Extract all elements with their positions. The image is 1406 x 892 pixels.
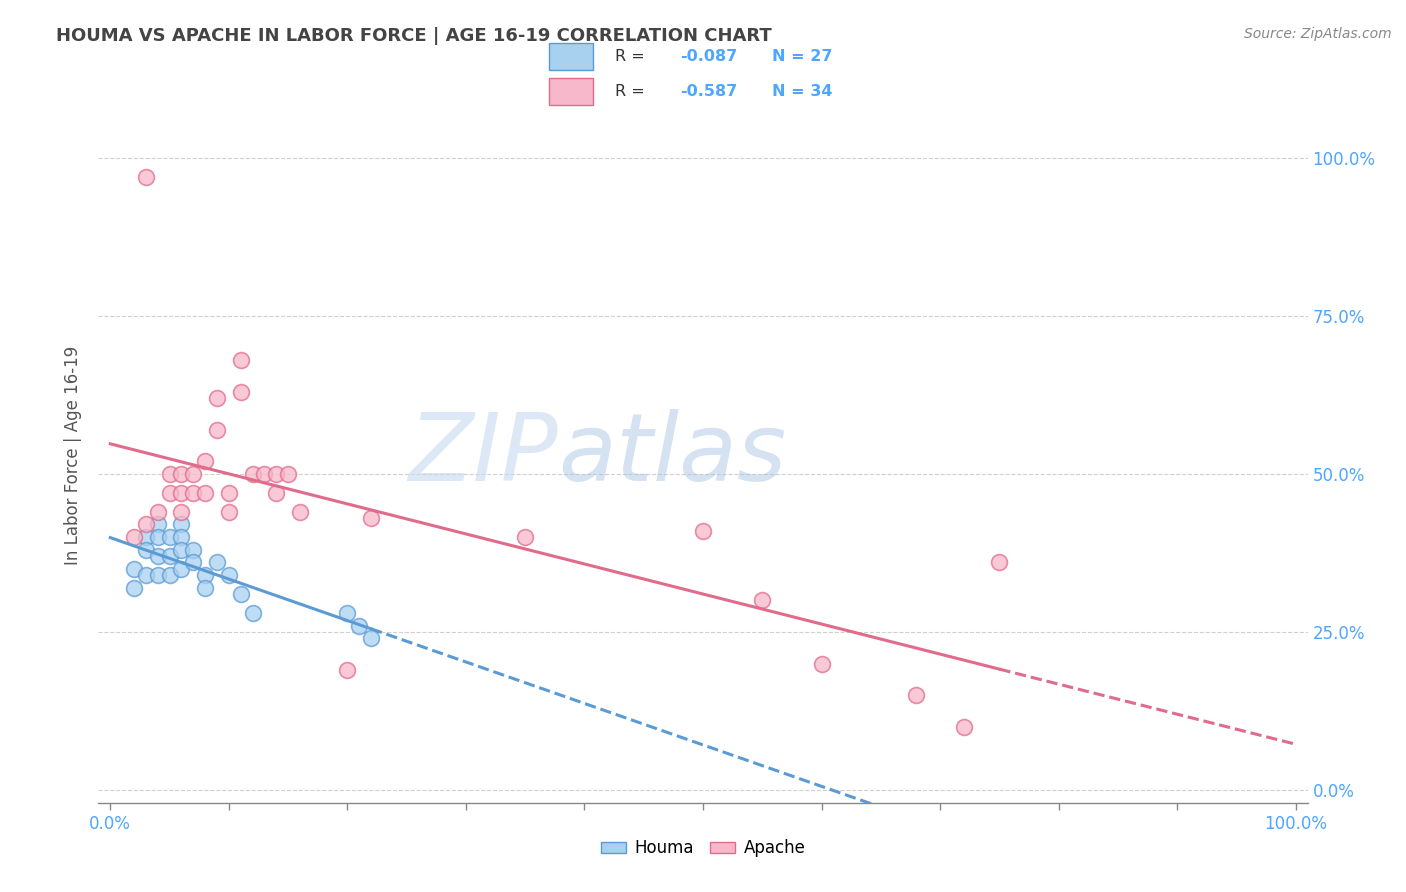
Text: N = 34: N = 34 xyxy=(772,84,832,99)
Point xyxy=(146,530,169,544)
Point xyxy=(264,486,287,500)
Point xyxy=(988,556,1011,570)
Text: atlas: atlas xyxy=(558,409,786,500)
Point xyxy=(264,467,287,481)
Point xyxy=(810,657,832,671)
Text: -0.587: -0.587 xyxy=(681,84,738,99)
Text: -0.087: -0.087 xyxy=(681,49,738,63)
Point xyxy=(159,568,181,582)
Point xyxy=(159,530,181,544)
Point xyxy=(170,467,193,481)
Point xyxy=(205,391,228,405)
Point xyxy=(159,549,181,563)
Point xyxy=(194,581,217,595)
Point xyxy=(336,606,359,620)
Text: ZIP: ZIP xyxy=(408,409,558,500)
Point xyxy=(360,632,382,646)
Point xyxy=(122,530,145,544)
Point xyxy=(692,524,714,538)
Y-axis label: In Labor Force | Age 16-19: In Labor Force | Age 16-19 xyxy=(65,345,83,565)
Point xyxy=(515,530,537,544)
Point xyxy=(135,530,157,544)
Point xyxy=(181,556,204,570)
Point xyxy=(905,688,928,702)
Point xyxy=(181,542,204,557)
Point xyxy=(347,618,370,632)
Point xyxy=(122,581,145,595)
Point xyxy=(170,505,193,519)
Point xyxy=(146,549,169,563)
Text: R =: R = xyxy=(614,84,644,99)
Point xyxy=(146,505,169,519)
Point xyxy=(288,505,311,519)
Legend: Houma, Apache: Houma, Apache xyxy=(593,833,813,864)
Point xyxy=(229,353,252,368)
Point xyxy=(135,542,157,557)
Point xyxy=(159,467,181,481)
Point xyxy=(135,169,157,184)
Point xyxy=(181,467,204,481)
FancyBboxPatch shape xyxy=(548,43,593,70)
Point xyxy=(336,663,359,677)
Text: N = 27: N = 27 xyxy=(772,49,832,63)
Point xyxy=(159,486,181,500)
Point xyxy=(751,593,773,607)
Point xyxy=(218,568,240,582)
Text: Source: ZipAtlas.com: Source: ZipAtlas.com xyxy=(1244,27,1392,41)
Point xyxy=(952,720,974,734)
Point xyxy=(194,568,217,582)
Point xyxy=(205,556,228,570)
Point xyxy=(181,486,204,500)
Point xyxy=(170,486,193,500)
Point xyxy=(122,562,145,576)
Point xyxy=(229,384,252,399)
Point xyxy=(194,454,217,468)
Point xyxy=(218,486,240,500)
Point xyxy=(253,467,276,481)
Point xyxy=(146,517,169,532)
Point xyxy=(170,562,193,576)
Point xyxy=(170,530,193,544)
Point xyxy=(205,423,228,437)
Point xyxy=(218,505,240,519)
Point xyxy=(135,517,157,532)
Point xyxy=(170,517,193,532)
FancyBboxPatch shape xyxy=(548,78,593,105)
Point xyxy=(242,467,264,481)
Text: R =: R = xyxy=(614,49,644,63)
Point xyxy=(135,568,157,582)
Text: HOUMA VS APACHE IN LABOR FORCE | AGE 16-19 CORRELATION CHART: HOUMA VS APACHE IN LABOR FORCE | AGE 16-… xyxy=(56,27,772,45)
Point xyxy=(146,568,169,582)
Point xyxy=(194,486,217,500)
Point xyxy=(170,542,193,557)
Point xyxy=(229,587,252,601)
Point xyxy=(242,606,264,620)
Point xyxy=(277,467,299,481)
Point xyxy=(360,511,382,525)
